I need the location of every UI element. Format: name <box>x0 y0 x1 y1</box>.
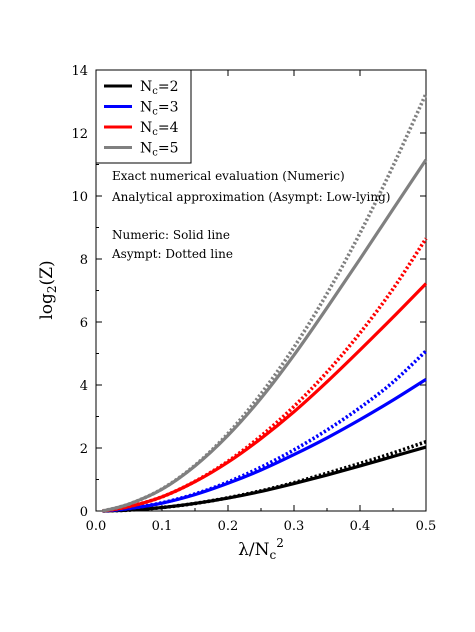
annotation-asympt: Analytical approximation (Asympt: Low-ly… <box>111 190 391 204</box>
legend-box: Nc=2 Nc=3 Nc=4 Nc=5 <box>95 69 192 164</box>
y-tick-label: 0 <box>80 505 88 520</box>
legend-label-1: Nc=2 <box>140 79 179 97</box>
axis-ticks: 0.0 0.1 0.2 0.3 0.4 0.5 0 2 4 6 8 10 12 14 <box>71 64 436 534</box>
series-line-nc4-solid <box>102 282 428 513</box>
y-tick-label: 4 <box>80 379 88 394</box>
legend-label-2: Nc=3 <box>140 100 179 118</box>
series-line-nc2-dotted <box>102 439 427 513</box>
data-series <box>102 92 428 513</box>
series-line-nc4-dotted <box>102 237 428 513</box>
y-tick-label: 8 <box>80 253 88 268</box>
annotation-numeric: Exact numerical evaluation (Numeric) <box>112 169 345 183</box>
series-line-nc5-solid <box>102 158 428 513</box>
x-tick-label: 0.2 <box>218 519 239 534</box>
legend-label-4: Nc=5 <box>140 141 179 159</box>
x-tick-label: 0.1 <box>152 519 173 534</box>
x-tick-label: 0.4 <box>350 519 371 534</box>
y-tick-label: 14 <box>71 64 88 79</box>
x-tick-label: 0.0 <box>86 519 107 534</box>
series-line-nc3-dotted <box>102 349 428 513</box>
legend-entries: Nc=2 Nc=3 Nc=4 Nc=5 <box>104 79 179 159</box>
y-axis-label: log2(Z) <box>37 260 59 319</box>
series-line-nc5-dotted <box>102 92 428 513</box>
y-tick-label: 2 <box>80 442 88 457</box>
legend-label-3: Nc=4 <box>140 120 179 138</box>
y-tick-label: 12 <box>71 127 88 142</box>
annotation-dotted-line: Asympt: Dotted line <box>111 247 233 261</box>
annotation-solid-line: Numeric: Solid line <box>112 228 230 242</box>
y-tick-label: 6 <box>80 316 88 331</box>
x-axis-label: λ/Nc2 <box>238 536 284 562</box>
y-tick-label: 10 <box>71 190 88 205</box>
x-tick-label: 0.5 <box>416 519 437 534</box>
x-tick-label: 0.3 <box>284 519 305 534</box>
